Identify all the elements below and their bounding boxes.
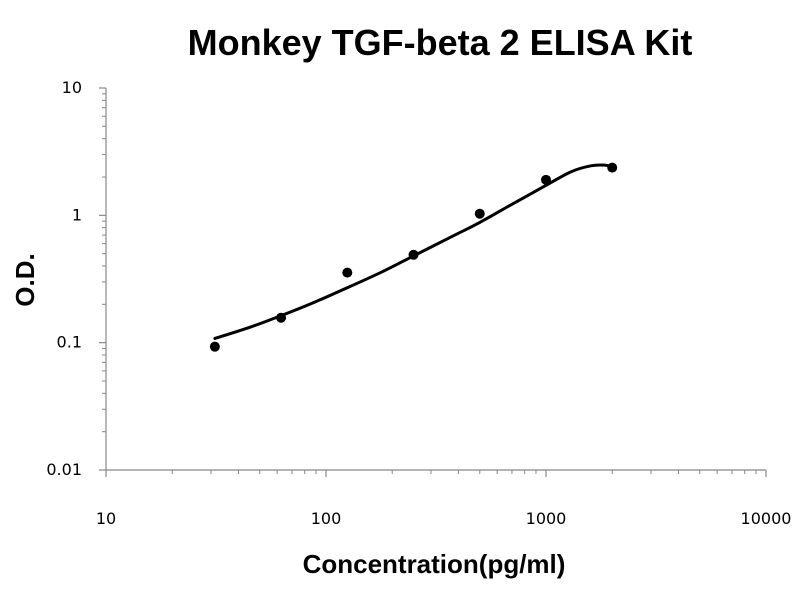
x-tick-label: 10	[96, 509, 116, 528]
data-points	[209, 162, 618, 352]
data-point	[541, 174, 551, 185]
axes: 10 100 1000 10000 0.01 0.1 1 10	[46, 78, 791, 528]
x-axis-title: Concentration(pg/ml)	[303, 549, 566, 579]
x-tick-label: 100	[311, 509, 342, 528]
data-point	[474, 208, 485, 219]
data-point	[342, 267, 353, 278]
y-ticks: 0.01 0.1 1 10	[46, 78, 106, 479]
data-point	[276, 312, 287, 323]
fit-curve	[213, 163, 614, 340]
chart-title: Monkey TGF-beta 2 ELISA Kit	[188, 22, 693, 63]
x-ticks: 10 100 1000 10000	[96, 470, 792, 528]
minor-ticks	[102, 93, 757, 474]
x-tick-label: 10000	[741, 509, 792, 528]
data-point	[607, 162, 618, 173]
y-tick-label: 0.1	[57, 333, 82, 352]
y-tick-label: 10	[62, 78, 82, 97]
x-tick-label: 1000	[526, 509, 567, 528]
data-point	[408, 249, 419, 260]
y-axis-title: O.D.	[10, 253, 40, 306]
y-tick-label: 1	[72, 205, 82, 224]
data-point	[209, 341, 220, 352]
y-tick-label: 0.01	[46, 460, 82, 479]
